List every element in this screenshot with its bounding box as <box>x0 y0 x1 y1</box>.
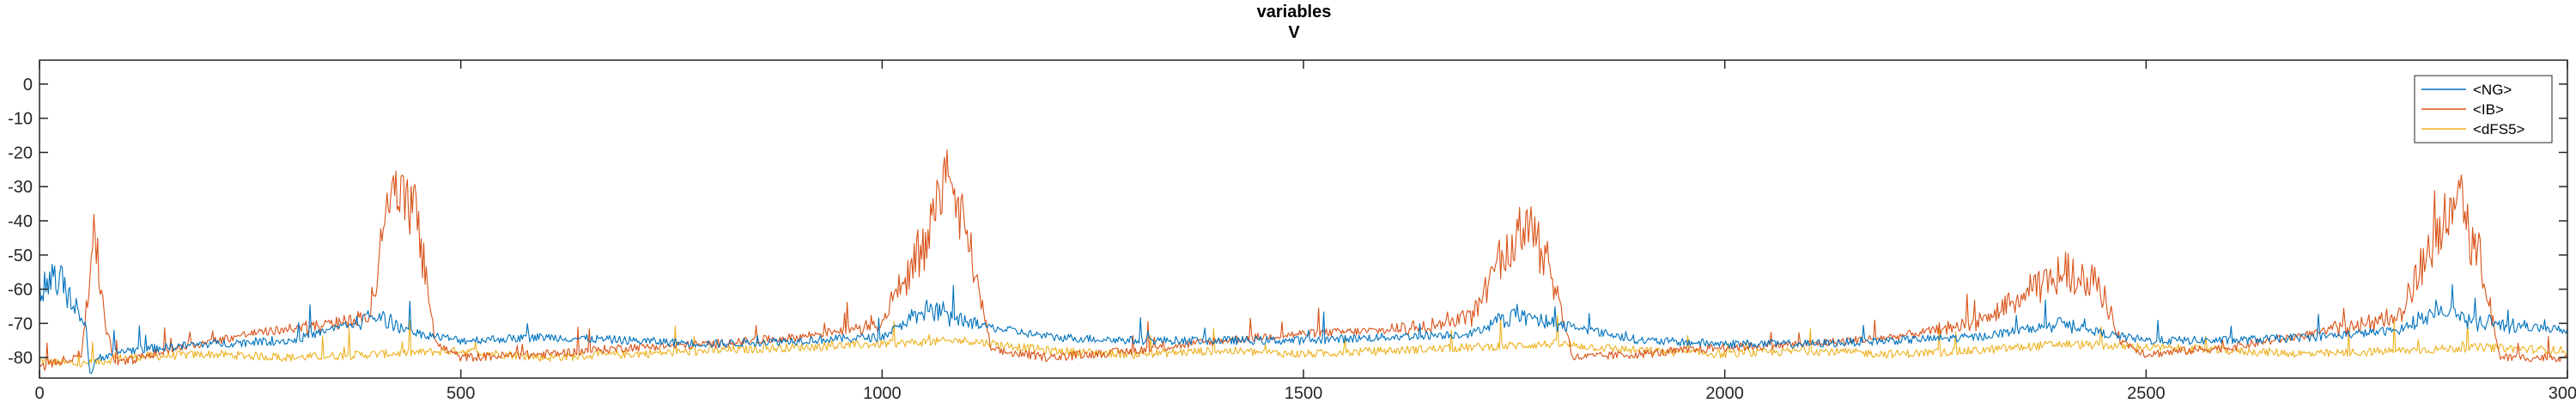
legend: <NG> <IB> <dFS5> <box>2414 75 2553 143</box>
y-tick-label: -30 <box>8 178 33 197</box>
y-tick-label: -50 <box>8 247 33 266</box>
y-tick-label: -80 <box>8 349 33 368</box>
chart-title: variables <box>1257 3 1332 21</box>
x-tick-label: 1000 <box>863 384 902 403</box>
y-tick-label: -20 <box>8 143 33 162</box>
chart-subtitle: V <box>1288 23 1300 42</box>
legend-label: <NG> <box>2473 82 2512 98</box>
y-tick-label: 0 <box>23 76 33 95</box>
x-tick-label: 1500 <box>1285 384 1323 403</box>
y-tick-label: -70 <box>8 314 33 333</box>
y-tick-label: -10 <box>8 110 33 129</box>
y-tick-label: -40 <box>8 212 33 231</box>
x-tick-label: 500 <box>447 384 475 403</box>
series-line-0 <box>39 263 2568 374</box>
series-layer <box>39 149 2568 374</box>
y-tick-label: -60 <box>8 281 33 300</box>
series-line-1 <box>39 149 2568 371</box>
x-tick-label: 0 <box>34 384 44 403</box>
legend-label: <dFS5> <box>2473 121 2525 137</box>
series-line-2 <box>39 315 2568 368</box>
legend-label: <IB> <box>2473 101 2504 118</box>
x-tick-label: 2000 <box>1705 384 1744 403</box>
x-tick-label: 2500 <box>2127 384 2166 403</box>
